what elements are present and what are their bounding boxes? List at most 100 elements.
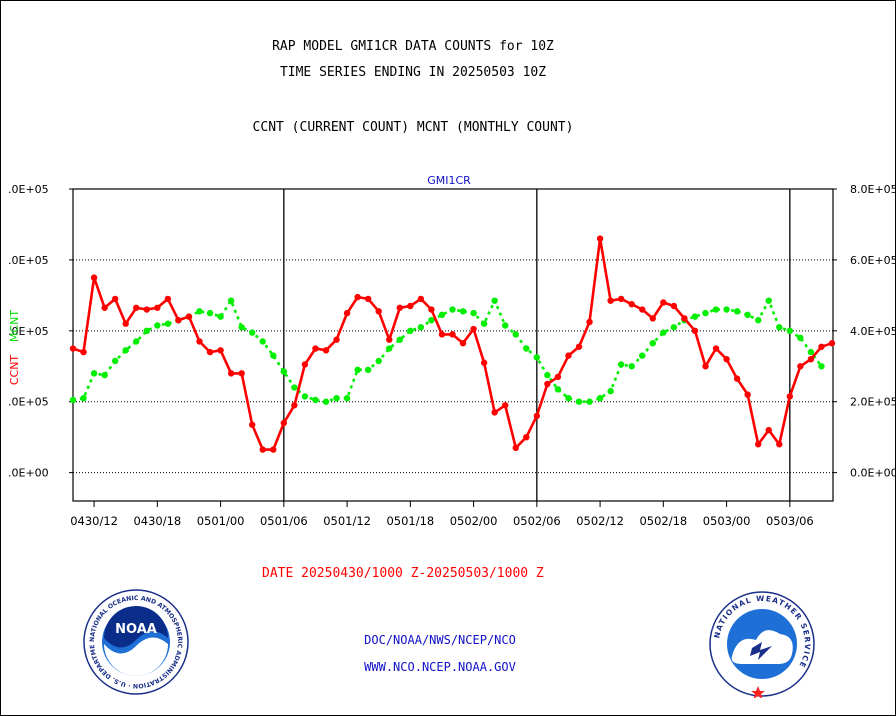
data-point-ccnt (691, 327, 699, 335)
data-point-mcnt (712, 306, 720, 313)
footer-link-doc[interactable]: DOC/NOAA/NWS/NCEP/NCO (364, 633, 516, 647)
data-point-mcnt (354, 366, 361, 374)
data-point-mcnt (765, 297, 772, 304)
data-point-mcnt (407, 327, 414, 335)
data-point-ccnt (227, 370, 235, 377)
data-point-mcnt (343, 394, 351, 402)
data-point-mcnt (291, 384, 298, 391)
data-point-ccnt (154, 304, 161, 311)
data-point-ccnt (375, 308, 382, 315)
data-point-mcnt (375, 357, 382, 365)
data-point-ccnt (744, 391, 751, 398)
data-point-ccnt (776, 441, 783, 448)
data-point-ccnt (596, 235, 604, 242)
series-line-ccnt (72, 237, 833, 451)
data-point-ccnt (111, 295, 119, 303)
data-point-mcnt (249, 329, 256, 336)
y-axis-label-mcnt: MCNT (8, 310, 21, 342)
data-point-mcnt (301, 393, 309, 400)
y-right-tick-label: 0.0E+00 (850, 467, 896, 480)
data-point-mcnt (143, 327, 150, 335)
footer-link-website[interactable]: WWW.NCO.NCEP.NOAA.GOV (364, 660, 516, 674)
subtitle: CCNT (CURRENT COUNT) MCNT (MONTHLY COUNT… (252, 120, 574, 135)
data-point-mcnt (69, 396, 77, 404)
x-tick-label: 0501/00 (197, 514, 245, 528)
noaa-logo-text: NOAA (115, 622, 157, 637)
y-right-tick-label: 6.0E+05 (850, 254, 896, 267)
data-point-mcnt (786, 327, 794, 335)
x-tick-label: 0501/06 (260, 514, 308, 528)
title-line-2: TIME SERIES ENDING IN 20250503 10Z (279, 65, 547, 80)
data-point-ccnt (807, 355, 815, 363)
data-point-mcnt (491, 297, 498, 304)
data-point-ccnt (101, 304, 108, 311)
data-point-mcnt (533, 354, 541, 361)
data-point-ccnt (628, 301, 635, 308)
data-point-ccnt (702, 363, 709, 370)
data-point-ccnt (312, 345, 319, 352)
y-left-tick-label: .0E+05 (8, 325, 49, 338)
data-point-ccnt (544, 380, 551, 388)
data-point-ccnt (407, 302, 414, 310)
data-point-mcnt (512, 331, 519, 338)
y-right-tick-label: 4.0E+05 (850, 325, 896, 338)
data-point-mcnt (596, 394, 604, 402)
data-point-ccnt (639, 306, 646, 313)
data-point-ccnt (459, 340, 467, 347)
data-point-ccnt (364, 295, 372, 303)
data-point-ccnt (586, 318, 593, 326)
data-point-mcnt (733, 308, 741, 315)
data-point-mcnt (744, 311, 751, 319)
data-point-ccnt (523, 433, 530, 441)
y-left-tick-label: .0E+05 (8, 254, 49, 267)
data-point-ccnt (280, 419, 288, 427)
data-point-mcnt (428, 316, 435, 324)
y-left-tick-label: .0E+05 (8, 183, 49, 196)
data-point-ccnt (217, 347, 224, 354)
data-point-mcnt (502, 322, 509, 329)
series-line-mcnt (72, 299, 823, 404)
data-point-mcnt (80, 394, 87, 402)
x-tick-label: 0502/12 (576, 514, 624, 528)
data-point-ccnt (617, 295, 625, 303)
date-range-label: DATE 20250430/1000 Z-20250503/1000 Z (262, 566, 544, 581)
data-point-ccnt (828, 340, 836, 347)
nws-logo: NATIONAL WEATHER SERVICE (709, 591, 815, 698)
data-point-ccnt (449, 331, 456, 338)
noaa-logo: NATIONAL OCEANIC AND ATMOSPHERIC ADMINIS… (82, 588, 189, 695)
data-point-ccnt (301, 361, 309, 368)
x-tick-label: 0503/06 (766, 514, 814, 528)
data-point-mcnt (206, 309, 214, 317)
data-point-ccnt (818, 343, 825, 350)
data-point-mcnt (101, 371, 108, 379)
data-point-ccnt (733, 375, 741, 382)
x-tick-label: 0501/12 (323, 514, 371, 528)
data-point-ccnt (470, 325, 477, 333)
title-line-1: RAP MODEL GMI1CR DATA COUNTS for 10Z (272, 39, 554, 54)
data-point-mcnt (470, 309, 477, 317)
data-point-ccnt (175, 316, 182, 324)
data-point-mcnt (438, 311, 446, 319)
data-point-ccnt (133, 304, 140, 311)
data-point-mcnt (322, 398, 330, 405)
data-point-ccnt (249, 421, 256, 428)
data-point-mcnt (670, 324, 678, 331)
data-point-ccnt (259, 446, 266, 453)
data-point-mcnt (396, 336, 403, 343)
data-point-ccnt (206, 348, 214, 356)
data-point-mcnt (459, 308, 467, 315)
data-point-mcnt (196, 308, 203, 315)
data-point-ccnt (575, 343, 583, 350)
data-point-mcnt (660, 329, 667, 336)
data-point-ccnt (291, 402, 298, 409)
data-point-mcnt (776, 324, 783, 331)
y-left-tick-label: .0E+00 (8, 467, 49, 480)
data-point-mcnt (386, 345, 393, 352)
data-point-ccnt (164, 295, 172, 303)
data-point-mcnt (417, 324, 425, 331)
data-point-ccnt (480, 359, 488, 366)
data-point-mcnt (480, 320, 488, 327)
data-point-ccnt (428, 306, 435, 313)
data-point-mcnt (90, 370, 98, 377)
data-point-ccnt (765, 426, 772, 434)
